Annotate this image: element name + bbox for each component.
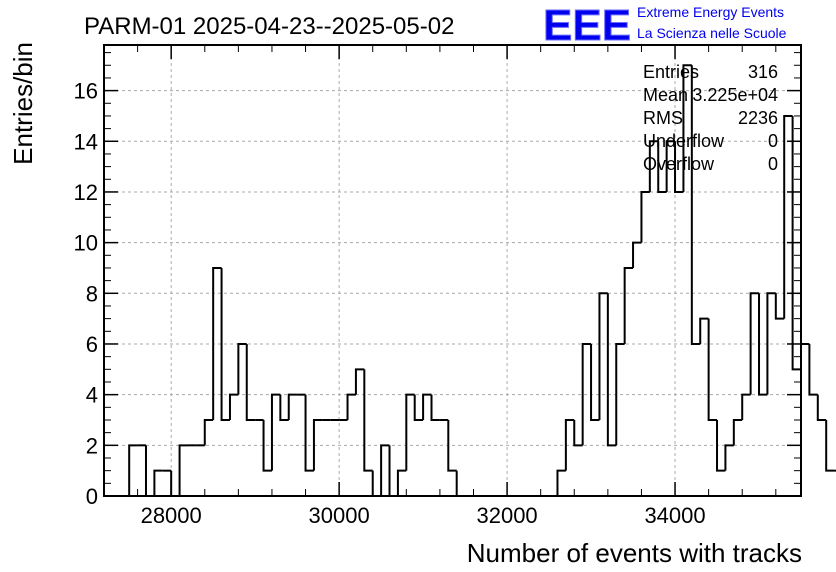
- stats-rms-value: 2236: [738, 108, 778, 128]
- chart-title: PARM-01 2025-04-23--2025-05-02: [84, 13, 454, 40]
- axis-ticks: 28000 30000 32000 34000 0 2 4 6 8 10 12 14 16: [74, 45, 801, 528]
- histogram-bin: [758, 293, 768, 396]
- stats-overflow-label: Overflow: [643, 154, 715, 174]
- histogram-bin: [783, 114, 793, 319]
- x-tick-label: 30000: [309, 503, 370, 528]
- histogram-bin: [203, 418, 214, 446]
- histogram-bin: [413, 394, 424, 421]
- histogram-bin: [371, 470, 382, 497]
- histogram-bin: [287, 393, 298, 420]
- histogram-bin: [573, 419, 583, 447]
- y-tick-label: 16: [74, 79, 98, 104]
- histogram-bin: [648, 140, 659, 192]
- histogram-bin: [606, 293, 617, 447]
- grid: [104, 45, 801, 496]
- histogram-bin: [749, 292, 760, 395]
- histogram-bin: [279, 394, 289, 421]
- histogram-bin: [707, 318, 718, 421]
- x-tick-label: 32000: [476, 503, 537, 528]
- histogram-bin: [363, 369, 373, 472]
- histogram-bin: [212, 266, 222, 420]
- histogram-bin: [732, 418, 743, 446]
- histogram-bin: [674, 141, 684, 193]
- histogram-bin: [808, 343, 818, 396]
- histogram-bin: [699, 317, 709, 344]
- plot-frame: [103, 44, 802, 497]
- histogram-bin: [228, 393, 239, 420]
- histogram-bin: [724, 444, 734, 471]
- histogram-bin: [623, 266, 634, 344]
- y-tick-label: 6: [86, 332, 98, 357]
- histogram-bin: [556, 469, 566, 496]
- histogram-bin: [178, 444, 188, 496]
- logo-line-1: Extreme Energy Events: [637, 4, 784, 20]
- stats-box: Entries 316 Mean 3.225e+04 RMS 2236 Unde…: [643, 62, 778, 174]
- histogram-bin: [581, 342, 592, 446]
- stats-underflow-value: 0: [768, 131, 778, 151]
- histogram-bin: [262, 419, 272, 472]
- histogram-bin: [380, 444, 390, 496]
- eee-logo-mark: EEE: [543, 1, 631, 50]
- histogram-bin: [447, 419, 457, 472]
- stats-mean-label: Mean: [643, 85, 688, 105]
- histogram-bin: [455, 470, 466, 497]
- histogram-bin: [741, 393, 751, 420]
- histogram-bin: [800, 342, 810, 370]
- histogram-bin: [128, 444, 138, 496]
- histogram-bin: [598, 292, 608, 420]
- x-tick-label: 34000: [644, 503, 705, 528]
- y-tick-label: 8: [86, 281, 98, 306]
- histogram-bin: [690, 65, 701, 345]
- stats-overflow-value: 0: [768, 154, 778, 174]
- eee-logo: EEE Extreme Energy Events La Scienza nel…: [543, 1, 787, 51]
- logo-line-2: La Scienza nelle Scuole: [637, 25, 787, 41]
- histogram-bin: [220, 267, 230, 421]
- histogram-bin: [405, 393, 415, 471]
- stats-rms-label: RMS: [643, 108, 683, 128]
- histogram-bin: [657, 141, 667, 193]
- histogram-bin: [640, 190, 650, 243]
- histogram-bin: [774, 293, 785, 320]
- histogram-bin: [716, 419, 726, 472]
- stats-mean-value: 3.225e+04: [692, 85, 778, 105]
- histogram-bin: [396, 469, 407, 496]
- histogram-bin: [564, 418, 575, 471]
- histogram-bin: [590, 343, 600, 421]
- histogram-bin: [312, 418, 323, 471]
- histogram-bin: [304, 394, 314, 472]
- y-tick-label: 10: [74, 231, 98, 256]
- x-axis-title: Number of events with tracks: [467, 538, 802, 568]
- histogram-bin: [766, 292, 776, 395]
- histogram-bin: [346, 393, 356, 420]
- histogram-bin: [170, 470, 180, 497]
- y-tick-label: 2: [86, 433, 98, 458]
- stats-entries-value: 316: [748, 62, 778, 82]
- histogram-bin: [632, 241, 642, 268]
- histogram-bin: [153, 469, 163, 496]
- histogram-bin: [665, 140, 676, 192]
- histogram-bin: [354, 368, 365, 395]
- stats-underflow-label: Underflow: [643, 131, 725, 151]
- histogram-bin: [615, 342, 625, 446]
- y-tick-label: 12: [74, 180, 98, 205]
- histogram-bin: [816, 394, 827, 421]
- y-axis-title: Entries/bin: [8, 42, 38, 165]
- histogram-bin: [245, 343, 256, 421]
- histogram-bin: [682, 64, 692, 192]
- histogram-bin: [237, 342, 247, 395]
- histogram-bin: [422, 393, 432, 420]
- x-tick-label: 28000: [141, 503, 202, 528]
- stats-entries-label: Entries: [643, 62, 699, 82]
- histogram-bin: [270, 393, 281, 471]
- histogram-bin: [388, 445, 398, 497]
- y-tick-label: 4: [86, 383, 98, 408]
- y-tick-label: 0: [86, 484, 98, 509]
- histogram-bin: [144, 445, 155, 497]
- y-tick-label: 14: [74, 129, 98, 154]
- histogram-bin: [825, 419, 835, 472]
- histogram-bin: [430, 394, 440, 421]
- histogram-bars: [128, 64, 836, 497]
